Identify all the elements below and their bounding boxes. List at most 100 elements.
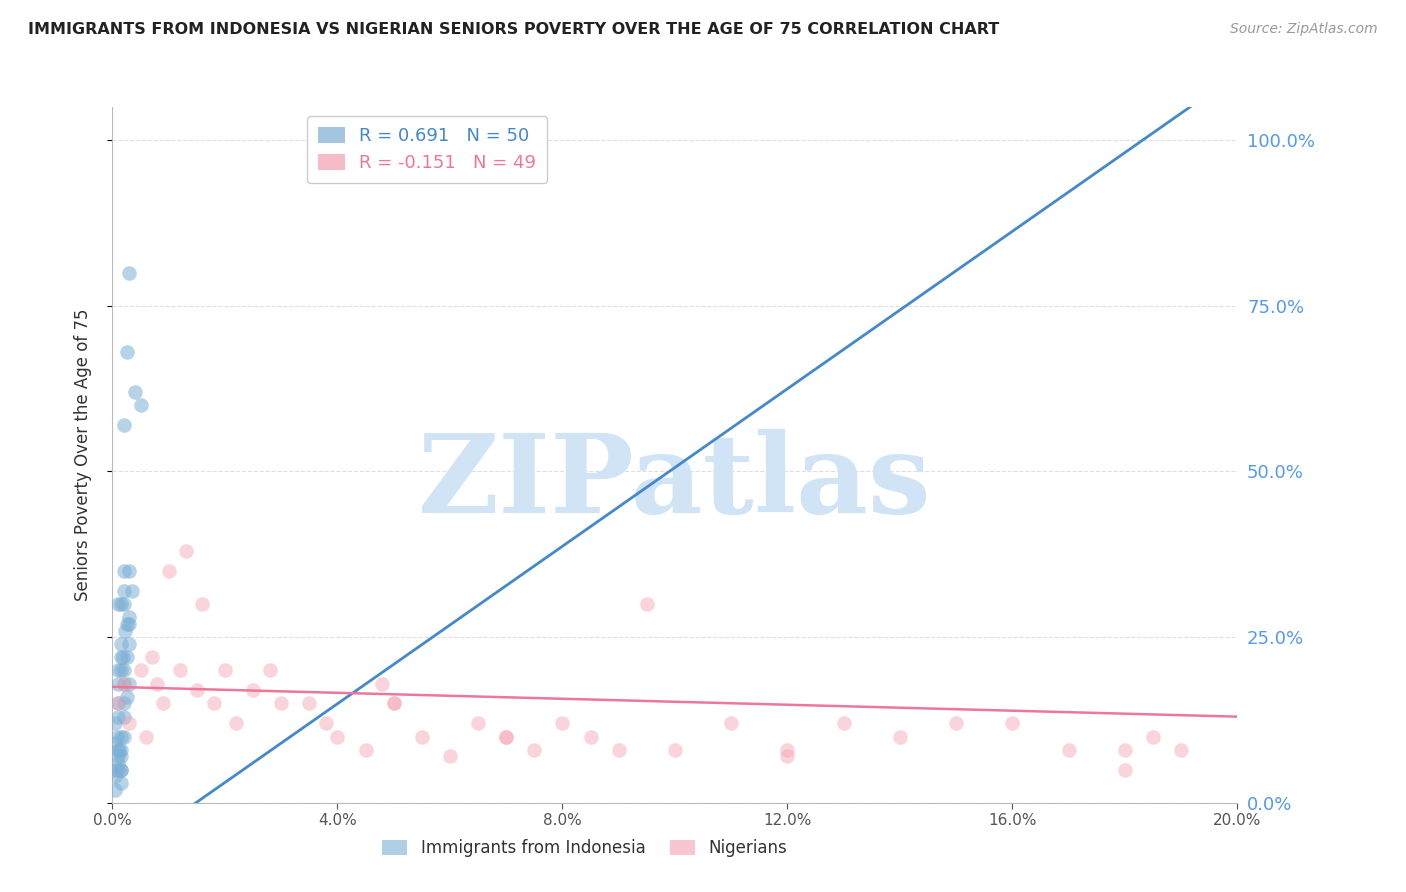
Point [124, 384, 146, 399]
Point [1114, 763, 1136, 777]
Point [889, 730, 911, 744]
Point [495, 730, 517, 744]
Point [146, 676, 169, 690]
Point [104, 736, 127, 750]
Point [107, 697, 129, 711]
Point [112, 676, 135, 690]
Point [118, 610, 141, 624]
Point [112, 663, 135, 677]
Point [1057, 743, 1080, 757]
Text: Source: ZipAtlas.com: Source: ZipAtlas.com [1230, 22, 1378, 37]
Text: IMMIGRANTS FROM INDONESIA VS NIGERIAN SENIORS POVERTY OVER THE AGE OF 75 CORRELA: IMMIGRANTS FROM INDONESIA VS NIGERIAN SE… [28, 22, 1000, 37]
Point [108, 743, 131, 757]
Point [169, 663, 191, 677]
Point [104, 782, 127, 797]
Point [225, 716, 247, 731]
Point [104, 716, 127, 731]
Point [1001, 716, 1024, 731]
Point [1114, 743, 1136, 757]
Legend: Immigrants from Indonesia, Nigerians: Immigrants from Indonesia, Nigerians [375, 833, 794, 864]
Point [945, 716, 967, 731]
Point [112, 564, 135, 578]
Point [607, 743, 630, 757]
Point [270, 697, 292, 711]
Point [110, 663, 132, 677]
Point [112, 676, 135, 690]
Point [720, 716, 742, 731]
Point [112, 597, 135, 611]
Point [382, 697, 405, 711]
Point [112, 730, 135, 744]
Point [1170, 743, 1192, 757]
Point [1142, 730, 1164, 744]
Point [152, 697, 174, 711]
Point [107, 756, 129, 770]
Point [664, 743, 686, 757]
Point [112, 583, 135, 598]
Point [110, 597, 132, 611]
Point [832, 716, 855, 731]
Point [186, 683, 208, 698]
Point [110, 763, 132, 777]
Point [776, 749, 799, 764]
Point [411, 730, 433, 744]
Point [115, 650, 138, 665]
Point [115, 690, 138, 704]
Point [776, 743, 799, 757]
Point [111, 650, 134, 665]
Point [523, 743, 546, 757]
Point [118, 266, 141, 280]
Point [110, 763, 132, 777]
Point [110, 743, 132, 757]
Point [129, 663, 152, 677]
Point [107, 597, 129, 611]
Y-axis label: Seniors Poverty Over the Age of 75: Seniors Poverty Over the Age of 75 [73, 309, 91, 601]
Point [118, 676, 141, 690]
Point [259, 663, 281, 677]
Point [110, 749, 132, 764]
Point [315, 716, 337, 731]
Point [105, 730, 128, 744]
Point [439, 749, 461, 764]
Point [118, 616, 141, 631]
Point [110, 637, 132, 651]
Point [202, 697, 225, 711]
Point [214, 663, 236, 677]
Point [104, 763, 127, 777]
Point [382, 697, 405, 711]
Point [242, 683, 264, 698]
Point [107, 763, 129, 777]
Point [110, 650, 132, 665]
Point [141, 650, 163, 665]
Point [107, 709, 129, 723]
Point [112, 709, 135, 723]
Point [191, 597, 214, 611]
Point [107, 676, 129, 690]
Point [115, 616, 138, 631]
Point [174, 544, 197, 558]
Point [118, 637, 141, 651]
Point [467, 716, 489, 731]
Point [636, 597, 658, 611]
Point [371, 676, 394, 690]
Point [114, 624, 136, 638]
Point [579, 730, 602, 744]
Point [121, 583, 143, 598]
Point [115, 345, 138, 359]
Point [298, 697, 321, 711]
Point [118, 716, 141, 731]
Point [551, 716, 574, 731]
Point [112, 418, 135, 433]
Point [129, 398, 152, 412]
Point [110, 776, 132, 790]
Point [110, 730, 132, 744]
Text: ZIPatlas: ZIPatlas [418, 429, 932, 536]
Point [112, 697, 135, 711]
Point [157, 564, 180, 578]
Point [107, 663, 129, 677]
Point [495, 730, 517, 744]
Point [135, 730, 157, 744]
Point [326, 730, 349, 744]
Point [107, 743, 129, 757]
Point [104, 769, 127, 783]
